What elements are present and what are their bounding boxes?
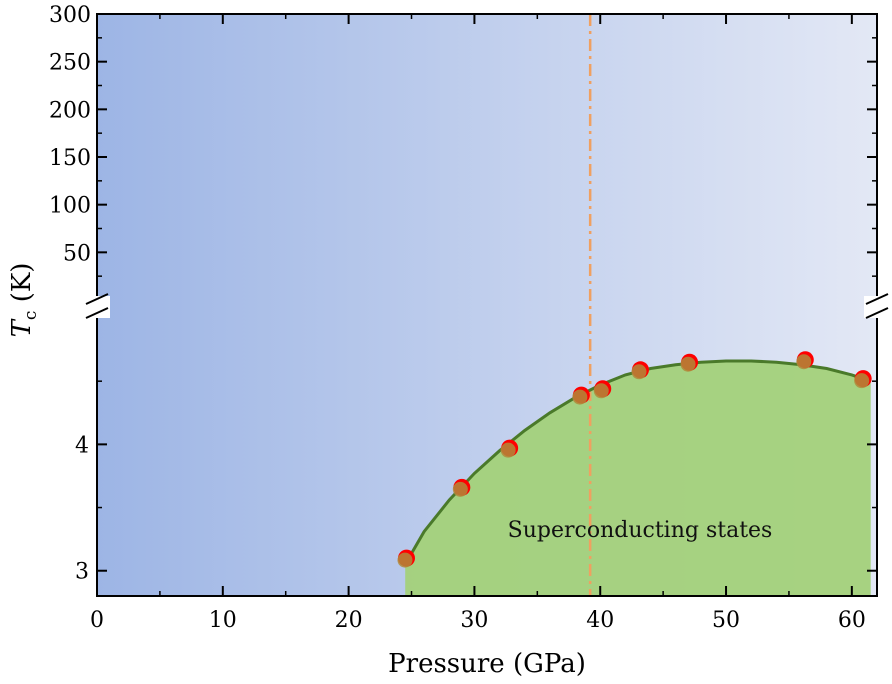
y-axis-title: Tc (K) xyxy=(7,263,41,338)
axis-break-marks xyxy=(84,293,890,319)
x-tick-label: 0 xyxy=(90,608,104,633)
y-tick-label: 300 xyxy=(49,3,91,28)
y-tick-label: 100 xyxy=(49,194,91,219)
y-tick-label: 3 xyxy=(75,560,89,585)
x-axis-title: Pressure (GPa) xyxy=(388,649,586,679)
data-point-overlay xyxy=(572,389,588,405)
y-tick-label: 4 xyxy=(75,433,89,458)
axis-break-left xyxy=(84,293,110,319)
superconducting-region xyxy=(405,361,871,596)
data-point-overlay xyxy=(397,552,413,568)
y-tick-label: 200 xyxy=(49,98,91,123)
y-tick-label: 50 xyxy=(63,241,91,266)
data-point-overlay xyxy=(500,442,516,458)
data-point-overlay xyxy=(680,356,696,372)
y-tick-label: 150 xyxy=(49,146,91,171)
x-tick-label: 30 xyxy=(460,608,488,633)
y-axis-unit: (K) xyxy=(7,263,37,311)
data-point-overlay xyxy=(593,383,609,399)
x-tick-label: 50 xyxy=(712,608,740,633)
x-tick-label: 60 xyxy=(838,608,866,633)
y-axis-symbol: T xyxy=(7,318,37,337)
data-point-overlay xyxy=(452,481,468,497)
axis-break-right xyxy=(864,293,890,319)
x-tick-label: 20 xyxy=(335,608,363,633)
x-tick-label: 40 xyxy=(586,608,614,633)
y-tick-label: 250 xyxy=(49,51,91,76)
data-point-overlay xyxy=(631,364,647,380)
y-axis-subscript: c xyxy=(21,311,41,321)
x-tick-label: 10 xyxy=(209,608,237,633)
data-point-overlay xyxy=(854,373,870,389)
data-point-overlay xyxy=(796,354,812,370)
annotation-superconducting-states: Superconducting states xyxy=(508,518,773,543)
